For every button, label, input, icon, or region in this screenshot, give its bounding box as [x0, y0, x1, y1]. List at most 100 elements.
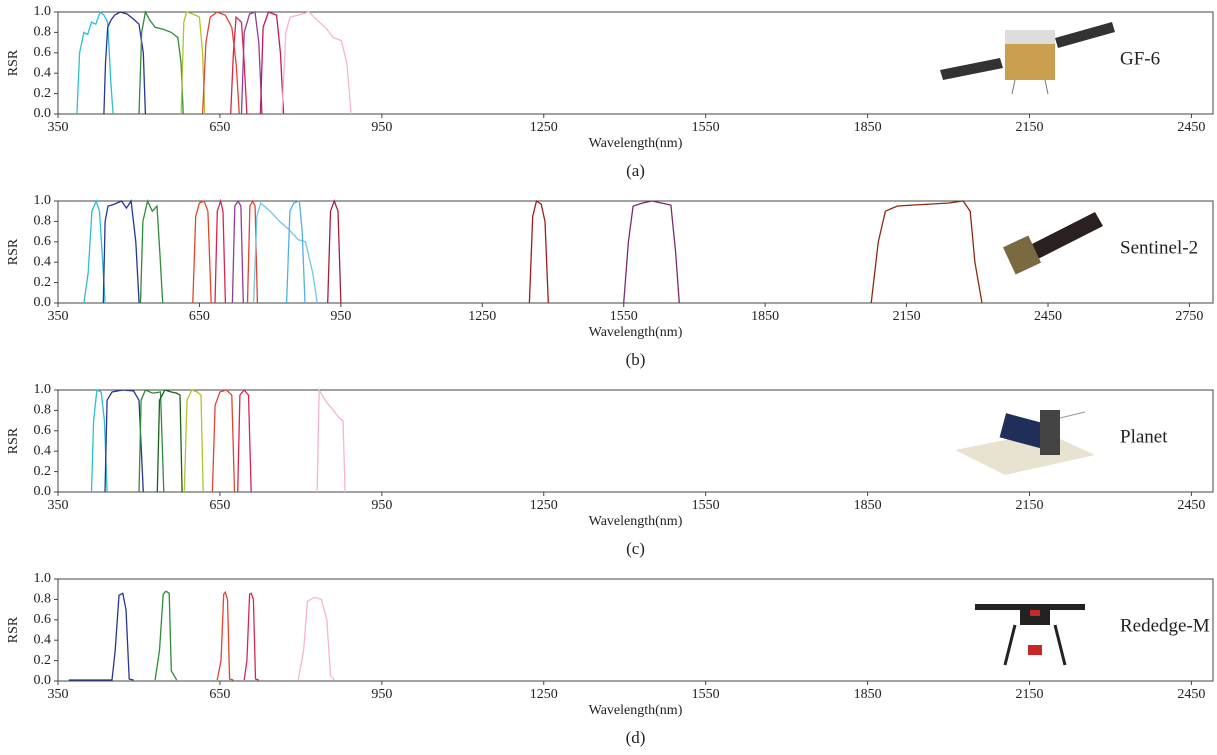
rsr-curve	[102, 199, 140, 304]
rsr-curve	[139, 198, 164, 304]
x-axis-label: Wavelength(nm)	[589, 136, 683, 151]
x-tick-label: 2150	[1015, 498, 1043, 513]
platform-name: GF-6	[1120, 48, 1160, 69]
rsr-curve	[316, 387, 346, 493]
rsr-curve	[138, 10, 184, 115]
rsr-curve	[231, 199, 244, 304]
y-tick-label: 0.4	[34, 632, 52, 647]
rsr-curve	[183, 389, 204, 493]
rsr-curve	[285, 200, 306, 304]
caption: (c)	[626, 539, 645, 558]
planet-icon	[955, 410, 1095, 475]
y-tick-label: 0.0	[34, 106, 52, 121]
y-axis-label: RSR	[6, 616, 21, 643]
platform-name: Planet	[1120, 426, 1168, 447]
x-tick-label: 350	[48, 687, 69, 702]
rsr-curve	[214, 198, 227, 304]
y-tick-label: 0.0	[34, 673, 52, 688]
gf6-icon	[940, 22, 1115, 95]
y-tick-label: 1.0	[34, 193, 52, 208]
x-tick-label: 950	[330, 309, 351, 324]
rsr-curve	[327, 199, 342, 304]
rsr-curve	[259, 11, 285, 115]
platform-name: Rededge-M	[1120, 615, 1210, 636]
rsr-curve	[90, 389, 108, 493]
plot-frame	[57, 578, 1214, 682]
rsr-curve	[237, 388, 252, 493]
x-tick-label: 650	[189, 309, 210, 324]
y-tick-label: 1.0	[34, 4, 52, 19]
x-tick-label: 950	[371, 498, 392, 513]
x-tick-label: 1550	[692, 498, 720, 513]
y-tick-label: 0.0	[34, 295, 52, 310]
x-tick-label: 2450	[1177, 687, 1205, 702]
plot-frame	[57, 200, 1214, 304]
rsr-curve	[216, 590, 234, 681]
y-tick-label: 1.0	[34, 382, 52, 397]
x-tick-label: 1850	[854, 687, 882, 702]
x-tick-label: 1250	[530, 120, 558, 135]
x-tick-label: 1550	[692, 120, 720, 135]
x-tick-label: 1850	[854, 120, 882, 135]
rsr-curve	[156, 389, 183, 493]
x-tick-label: 1250	[468, 309, 496, 324]
rsr-curve	[297, 596, 335, 681]
rsr-curve	[211, 389, 236, 493]
rsr-curve	[76, 10, 114, 115]
x-tick-label: 2150	[1015, 687, 1043, 702]
platform-name: Sentinel-2	[1120, 237, 1198, 258]
x-tick-label: 950	[371, 120, 392, 135]
rsr-curve	[252, 201, 318, 304]
y-tick-label: 0.4	[34, 254, 52, 269]
rsr-curve	[104, 389, 144, 493]
drone-icon	[975, 604, 1085, 666]
x-tick-label: 1850	[854, 498, 882, 513]
rsr-curve	[192, 200, 212, 304]
x-axis-label: Wavelength(nm)	[589, 703, 683, 718]
rsr-curve	[281, 11, 352, 115]
rsr-curve	[240, 11, 263, 115]
x-axis-label: Wavelength(nm)	[589, 325, 683, 340]
x-tick-label: 2450	[1177, 498, 1205, 513]
y-tick-label: 1.0	[34, 571, 52, 586]
x-tick-label: 350	[48, 309, 69, 324]
plot-frame	[57, 11, 1214, 115]
y-tick-label: 0.0	[34, 484, 52, 499]
x-axis-label: Wavelength(nm)	[589, 514, 683, 529]
caption: (b)	[626, 350, 646, 369]
x-tick-label: 650	[209, 687, 230, 702]
y-tick-label: 0.8	[34, 25, 52, 40]
x-tick-label: 1250	[530, 498, 558, 513]
rsr-curve	[83, 199, 106, 304]
x-tick-label: 1850	[751, 309, 779, 324]
sentinel2-icon	[1002, 212, 1103, 275]
y-tick-label: 0.6	[34, 612, 52, 627]
x-tick-label: 1250	[530, 687, 558, 702]
rsr-curve	[201, 11, 240, 115]
x-tick-label: 2150	[1015, 120, 1043, 135]
y-tick-label: 0.4	[34, 443, 52, 458]
y-tick-label: 0.6	[34, 423, 52, 438]
rsr-curve	[243, 592, 259, 681]
rsr-curve	[138, 389, 165, 493]
plot-frame	[57, 389, 1214, 493]
rsr-curve	[180, 11, 206, 115]
rsr-curve	[870, 200, 983, 304]
rsr-curve	[68, 592, 134, 681]
y-axis-label: RSR	[6, 238, 21, 265]
x-tick-label: 1550	[692, 687, 720, 702]
rsr-curve	[528, 199, 549, 304]
x-tick-label: 2450	[1034, 309, 1062, 324]
x-tick-label: 2750	[1175, 309, 1203, 324]
x-tick-label: 2450	[1177, 120, 1205, 135]
y-axis-label: RSR	[6, 49, 21, 76]
x-tick-label: 350	[48, 120, 69, 135]
y-tick-label: 0.2	[34, 275, 52, 290]
caption: (d)	[626, 728, 646, 747]
x-tick-label: 1550	[610, 309, 638, 324]
x-tick-label: 2150	[893, 309, 921, 324]
y-tick-label: 0.2	[34, 653, 52, 668]
x-tick-label: 950	[371, 687, 392, 702]
y-tick-label: 0.8	[34, 214, 52, 229]
